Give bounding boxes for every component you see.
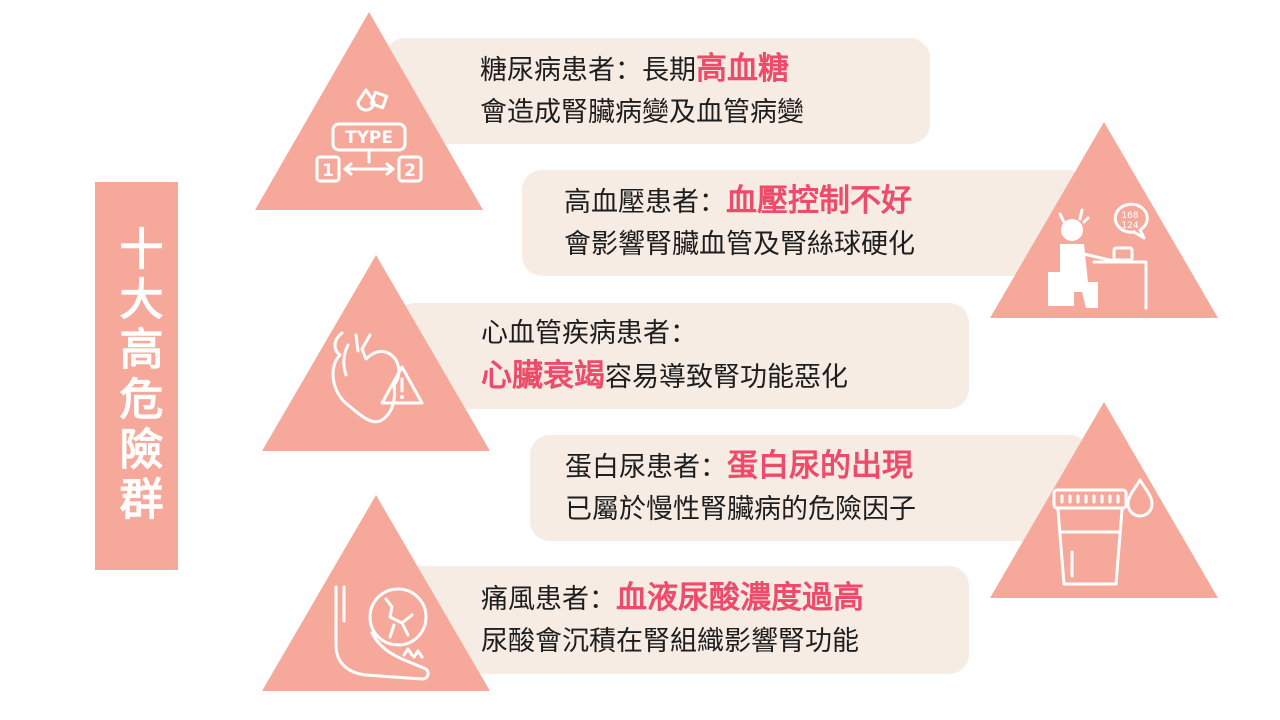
triangle-cardiovascular [262,255,490,451]
card-hypertension-line2: 會影響腎臟血管及腎絲球硬化 [564,229,915,260]
heart-warning-icon [331,331,424,424]
card-proteinuria: 蛋白尿患者：蛋白尿的出現 已屬於慢性腎臟病的危險因子 [530,435,1090,541]
blood-pressure-icon: 168 124 [1048,202,1149,310]
card-diabetes-line2: 會造成腎臟病變及血管病變 [480,97,804,128]
card-gout-line1: 痛風患者：血液尿酸濃度過高 [481,580,864,616]
svg-text:2: 2 [404,161,416,181]
urine-cup-icon [1052,478,1154,586]
card-cardiovascular-highlight: 心臟衰竭 [481,358,605,394]
svg-text:TYPE: TYPE [345,128,393,148]
triangle-hypertension: 168 124 [990,122,1218,318]
card-diabetes-line1: 糖尿病患者：長期高血糖 [480,51,789,87]
card-cardiovascular-line2: 心臟衰竭容易導致腎功能惡化 [481,358,848,394]
triangle-proteinuria [990,402,1218,598]
diabetes-type-icon: TYPE 1 2 [315,88,423,183]
card-gout: 痛風患者：血液尿酸濃度過高 尿酸會沉積在腎組織影響腎功能 [395,566,969,674]
card-cardiovascular: 心血管疾病患者： 心臟衰竭容易導致腎功能惡化 [395,303,969,409]
side-title: 十大高危險群 [111,226,163,526]
card-proteinuria-highlight: 蛋白尿的出現 [727,448,913,484]
svg-text:1: 1 [322,161,334,181]
card-proteinuria-line2: 已屬於慢性腎臟病的危險因子 [565,494,916,525]
card-hypertension-line1: 高血壓患者：血壓控制不好 [564,183,912,219]
svg-text:168: 168 [1121,211,1138,221]
card-gout-highlight: 血液尿酸濃度過高 [616,580,864,616]
card-diabetes: 糖尿病患者：長期高血糖 會造成腎臟病變及血管病變 [385,38,930,144]
svg-text:124: 124 [1121,221,1138,231]
gout-foot-icon [334,585,430,681]
triangle-diabetes: TYPE 1 2 [255,12,483,210]
card-diabetes-highlight: 高血糖 [696,51,789,87]
side-title-banner: 十大高危險群 [95,182,178,570]
triangle-gout [262,495,490,691]
card-gout-line2: 尿酸會沉積在腎組織影響腎功能 [481,626,859,657]
card-hypertension: 高血壓患者：血壓控制不好 會影響腎臟血管及腎絲球硬化 [522,170,1087,276]
card-cardiovascular-line1: 心血管疾病患者： [481,318,697,349]
card-hypertension-highlight: 血壓控制不好 [726,183,912,219]
card-proteinuria-line1: 蛋白尿患者：蛋白尿的出現 [565,448,913,484]
